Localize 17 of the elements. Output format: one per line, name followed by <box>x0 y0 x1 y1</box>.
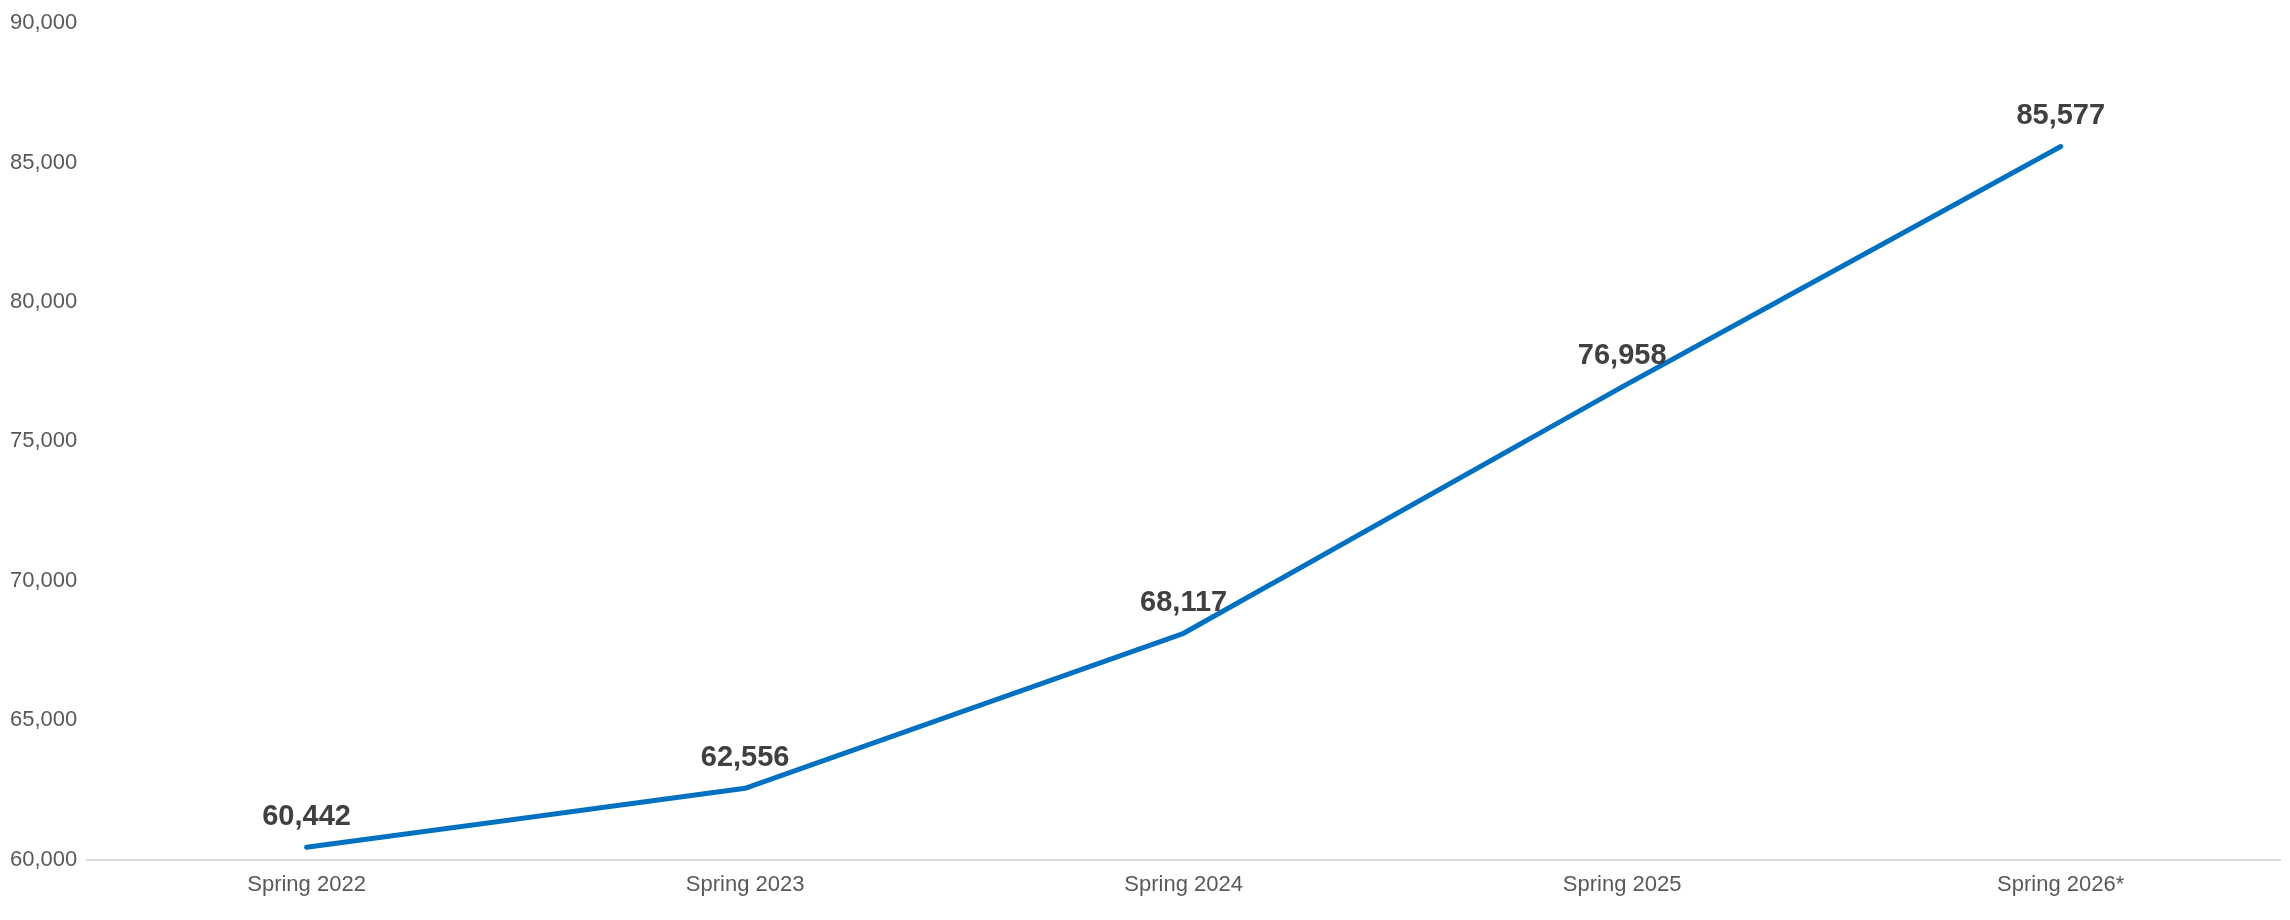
y-tick-label: 85,000 <box>9 148 78 174</box>
x-tick-label: Spring 2024 <box>1124 870 1243 896</box>
y-tick-label: 80,000 <box>9 288 78 314</box>
x-tick-label: Spring 2025 <box>1562 870 1682 896</box>
x-tick-label: Spring 2026* <box>1997 870 2125 896</box>
y-tick-label: 90,000 <box>9 9 78 35</box>
y-tick-label: 75,000 <box>9 427 78 453</box>
x-tick-label: Spring 2023 <box>685 870 805 896</box>
x-tick-label: Spring 2022 <box>247 870 366 896</box>
y-tick-label: 65,000 <box>9 706 78 732</box>
data-label: 68,117 <box>1140 584 1228 617</box>
data-label: 76,958 <box>1577 338 1667 371</box>
data-label: 60,442 <box>262 798 351 831</box>
y-tick-label: 60,000 <box>9 845 78 871</box>
y-tick-label: 70,000 <box>9 566 78 592</box>
data-label: 62,556 <box>700 739 790 772</box>
data-label: 85,577 <box>2016 98 2106 131</box>
